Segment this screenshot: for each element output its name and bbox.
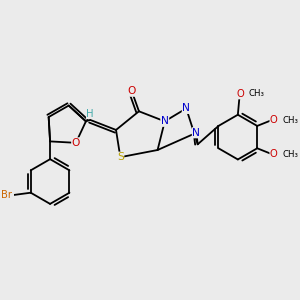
Text: H: H xyxy=(86,109,94,118)
Text: O: O xyxy=(270,149,278,159)
Text: S: S xyxy=(117,152,124,162)
Text: O: O xyxy=(237,89,244,99)
Text: O: O xyxy=(128,86,136,96)
Text: O: O xyxy=(72,138,80,148)
Text: N: N xyxy=(192,128,200,138)
Text: N: N xyxy=(182,103,190,113)
Text: O: O xyxy=(270,115,278,125)
Text: N: N xyxy=(161,116,169,126)
Text: CH₃: CH₃ xyxy=(249,89,265,98)
Text: CH₃: CH₃ xyxy=(282,149,298,158)
Text: CH₃: CH₃ xyxy=(282,116,298,125)
Text: Br: Br xyxy=(1,190,12,200)
